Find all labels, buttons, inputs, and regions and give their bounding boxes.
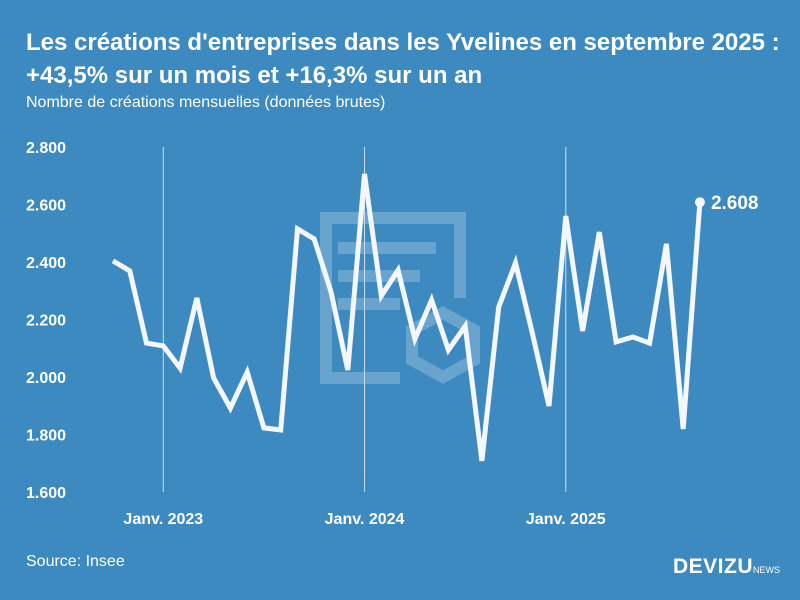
last-data-point: [694, 197, 705, 208]
y-tick-label: 1.800: [26, 428, 66, 445]
x-tick-label: Janv. 2025: [526, 511, 606, 528]
last-value-label: 2.608: [711, 193, 759, 214]
chart-subtitle: Nombre de créations mensuelles (données …: [26, 94, 386, 111]
x-tick-label: Janv. 2024: [325, 511, 405, 528]
x-tick-label: Janv. 2023: [123, 511, 203, 528]
devizu-logo: DEVIZUNEWS: [673, 555, 781, 578]
source-note: Source: Insee: [26, 553, 125, 570]
y-tick-label: 2.600: [26, 198, 66, 215]
series-line: [111, 173, 703, 462]
y-tick-label: 2.400: [26, 255, 66, 272]
y-tick-label: 2.800: [26, 140, 66, 157]
y-tick-label: 2.200: [26, 313, 66, 330]
y-tick-label: 1.600: [26, 485, 66, 502]
y-tick-label: 2.000: [26, 370, 66, 387]
chart-title: Les créations d'entreprises dans les Yve…: [26, 29, 780, 89]
